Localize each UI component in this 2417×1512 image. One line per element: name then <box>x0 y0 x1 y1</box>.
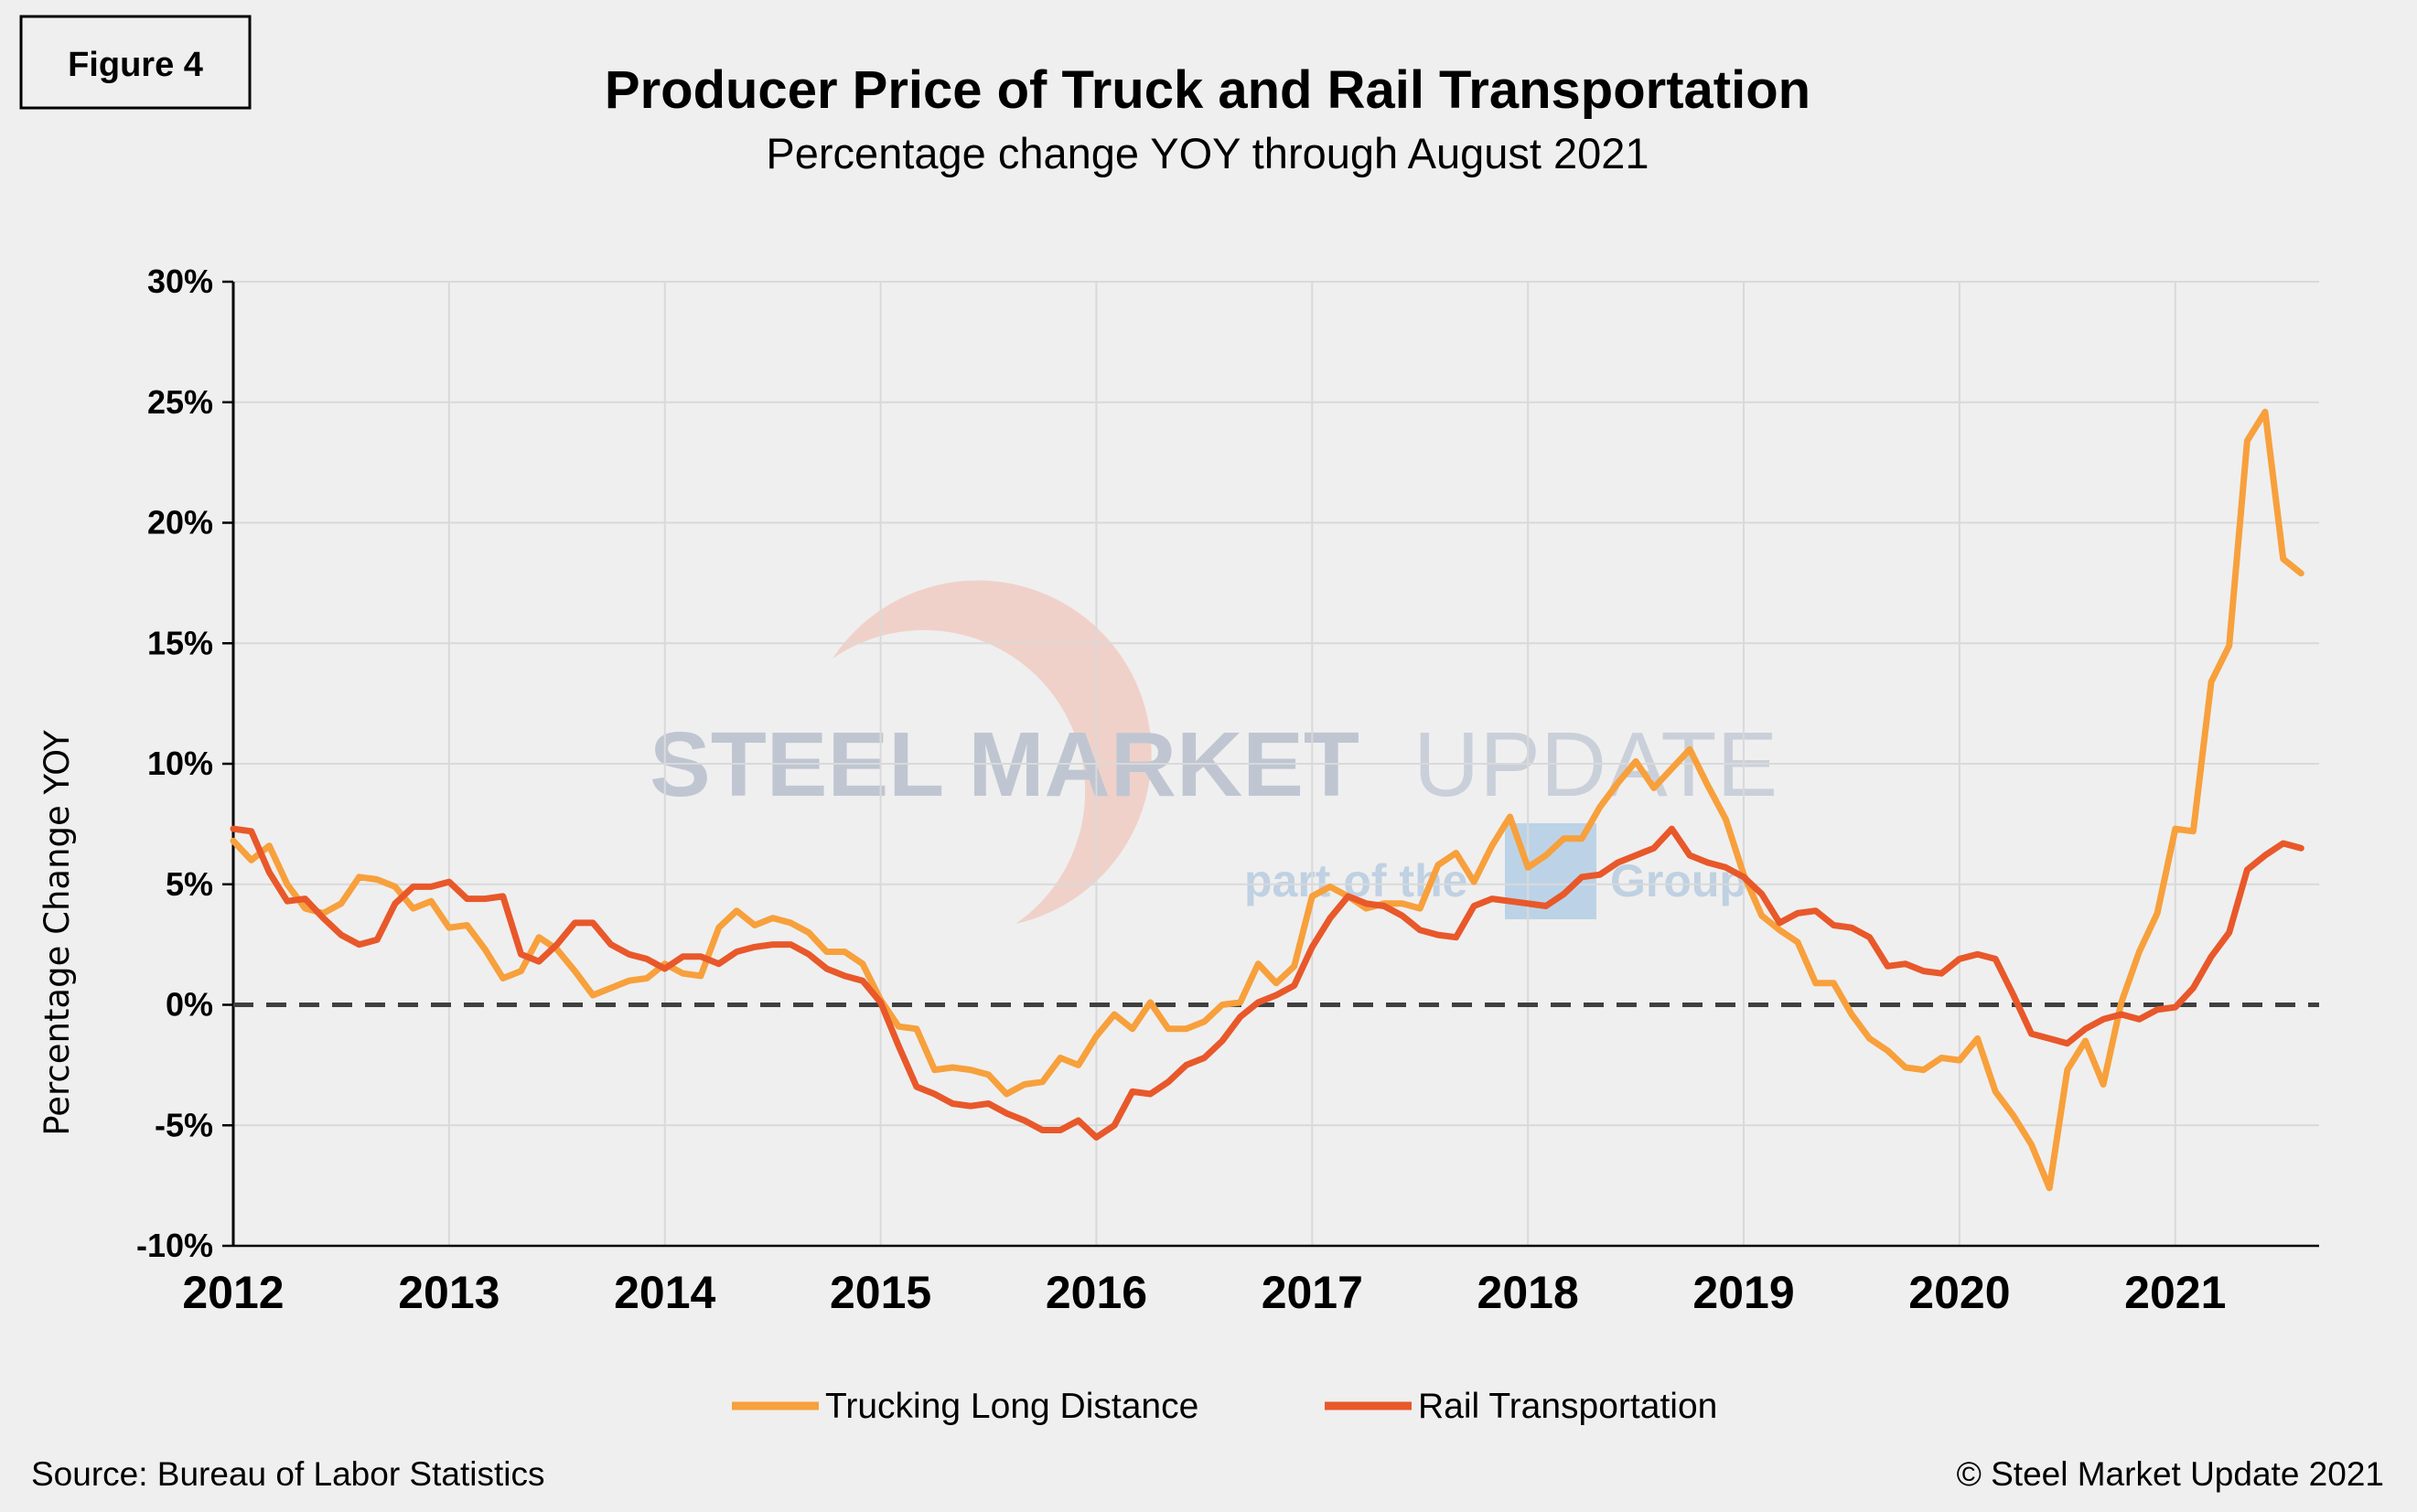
gridlines <box>233 281 2319 1246</box>
x-tick-label: 2015 <box>830 1267 931 1318</box>
chart-title: Producer Price of Truck and Rail Transpo… <box>605 60 1810 120</box>
x-tick-label: 2020 <box>1908 1267 2010 1318</box>
x-tick-label: 2012 <box>182 1267 284 1318</box>
x-tick-label: 2017 <box>1262 1267 1363 1318</box>
x-tick-label: 2019 <box>1692 1267 1794 1318</box>
legend-label-trucking: Trucking Long Distance <box>825 1387 1198 1426</box>
copyright-note: © Steel Market Update 2021 <box>1957 1455 2384 1493</box>
series-line-rail <box>230 825 2304 1141</box>
y-tick-label: 10% <box>147 745 213 782</box>
source-note: Source: Bureau of Labor Statistics <box>31 1455 544 1493</box>
y-tick-label: 30% <box>147 263 213 300</box>
y-axis-ticks: -10% -5% 0% 5% 10% 15% 20% 25% 30% <box>136 263 233 1264</box>
y-tick-label: -5% <box>155 1106 213 1143</box>
y-tick-label: 20% <box>147 504 213 542</box>
x-tick-label: 2021 <box>2124 1267 2226 1318</box>
x-tick-label: 2016 <box>1046 1267 1147 1318</box>
y-tick-label: 15% <box>147 624 213 661</box>
x-tick-label: 2014 <box>614 1267 715 1318</box>
y-tick-label: -10% <box>136 1227 213 1264</box>
y-tick-label: 0% <box>166 986 213 1024</box>
legend-label-rail: Rail Transportation <box>1418 1387 1717 1426</box>
x-tick-label: 2013 <box>398 1267 500 1318</box>
x-tick-label: 2018 <box>1477 1267 1579 1318</box>
y-axis-label: Percentage Change YOY <box>38 730 77 1136</box>
chart-subtitle: Percentage change YOY through August 202… <box>766 129 1649 177</box>
figure-label: Figure 4 <box>68 46 203 84</box>
watermark-arc-icon <box>833 580 1152 924</box>
series-lines <box>230 408 2304 1192</box>
watermark-tagline-right: Group <box>1610 855 1747 906</box>
legend: Trucking Long Distance Rail Transportati… <box>732 1387 1717 1426</box>
y-tick-label: 5% <box>166 865 213 903</box>
y-tick-label: 25% <box>147 383 213 421</box>
series-line-trucking <box>230 408 2304 1192</box>
x-axis-ticks: 2012 2013 2014 2015 2016 2017 2018 2019 2020 2021 <box>182 1267 2226 1318</box>
figure-label-box: Figure 4 <box>19 15 252 110</box>
